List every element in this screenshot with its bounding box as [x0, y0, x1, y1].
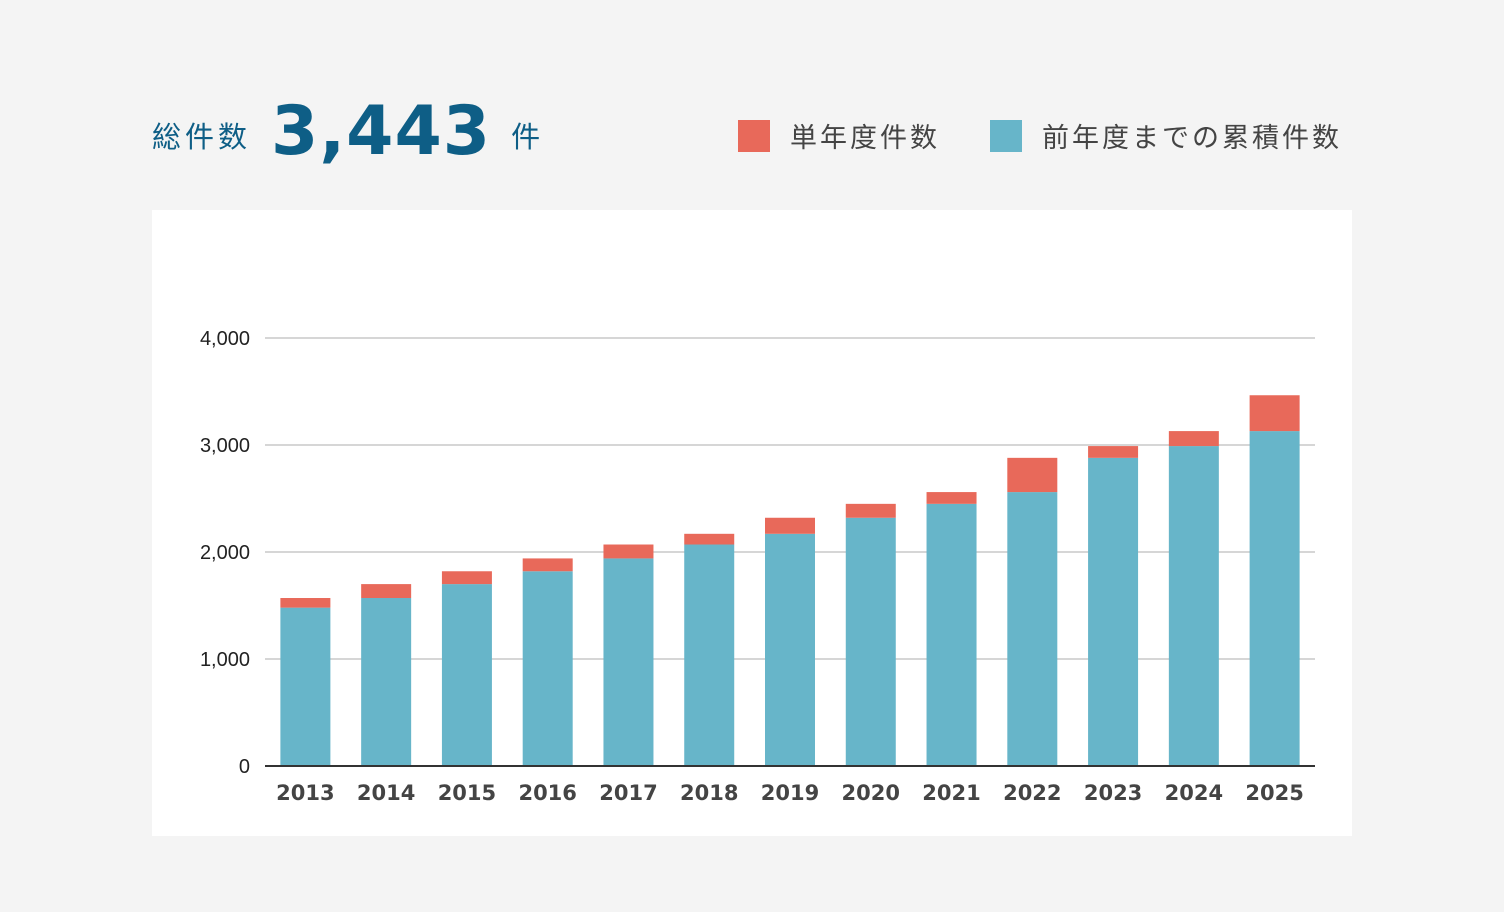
- legend-item-annual: 単年度件数: [738, 116, 940, 155]
- bar-cumulative: [765, 533, 815, 766]
- x-tick-label: 2021: [922, 781, 980, 805]
- x-tick-label: 2018: [680, 781, 738, 805]
- bar-annual: [765, 517, 815, 534]
- x-tick-label: 2015: [438, 781, 496, 805]
- total-unit: 件: [511, 120, 541, 154]
- bar-annual: [361, 584, 412, 599]
- bar-cumulative: [603, 558, 654, 766]
- bar-cumulative: [684, 544, 735, 766]
- chart-card: 0 1,000 2,000 3,000 4,000 2013 2014 2015 2016 201…: [152, 210, 1352, 836]
- bar-cumulative: [1007, 492, 1058, 766]
- bar-cumulative: [361, 598, 412, 766]
- x-tick-label: 2013: [276, 781, 334, 805]
- bar-cumulative: [1249, 431, 1300, 766]
- bar-cumulative: [1088, 457, 1139, 766]
- x-tick-label: 2023: [1084, 781, 1142, 805]
- y-tick-label: 3,000: [200, 435, 250, 457]
- total-summary: 総件数 3,443 件: [152, 86, 540, 176]
- y-tick-label: 0: [239, 756, 250, 778]
- legend-swatch-cumulative: [990, 119, 1022, 152]
- bar-cumulative: [926, 503, 977, 766]
- x-tick-label: 2016: [518, 781, 576, 805]
- chart-legend: 単年度件数 前年度までの累積件数: [738, 116, 1342, 155]
- bar-cumulative: [441, 584, 492, 766]
- x-tick-label: 2020: [842, 781, 900, 805]
- total-label: 総件数: [152, 120, 252, 154]
- y-tick-label: 2,000: [200, 542, 250, 564]
- stacked-bar-chart: 0 1,000 2,000 3,000 4,000 2013 2014 2015 2016 201…: [200, 328, 1315, 805]
- bar-annual: [1007, 457, 1058, 493]
- bar-cumulative: [280, 607, 331, 766]
- bar-annual: [280, 598, 331, 608]
- legend-swatch-annual: [738, 119, 770, 152]
- x-tick-label: 2024: [1165, 781, 1223, 805]
- x-tick-label: 2025: [1245, 781, 1303, 805]
- bar-cumulative: [522, 571, 573, 766]
- bar-annual: [522, 558, 573, 572]
- bar-annual: [1088, 446, 1139, 458]
- bar-annual: [1168, 431, 1219, 447]
- y-tick-label: 4,000: [200, 328, 250, 350]
- x-tick-label: 2017: [599, 781, 657, 805]
- legend-label-annual: 単年度件数: [790, 123, 940, 154]
- legend-item-cumulative: 前年度までの累積件数: [990, 116, 1342, 155]
- x-tick-label: 2019: [761, 781, 819, 805]
- bar-annual: [603, 544, 654, 559]
- bar-annual: [684, 533, 735, 545]
- bar-annual: [1249, 395, 1300, 432]
- bar-annual: [926, 492, 977, 504]
- total-count: 3,443: [271, 91, 492, 171]
- x-tick-label: 2014: [357, 781, 415, 805]
- bar-annual: [845, 503, 896, 518]
- legend-label-cumulative: 前年度までの累積件数: [1042, 123, 1342, 154]
- bar-cumulative: [1168, 446, 1219, 766]
- y-tick-label: 1,000: [200, 649, 250, 671]
- x-tick-label: 2022: [1003, 781, 1061, 805]
- bar-cumulative: [845, 517, 896, 766]
- bar-annual: [441, 571, 492, 585]
